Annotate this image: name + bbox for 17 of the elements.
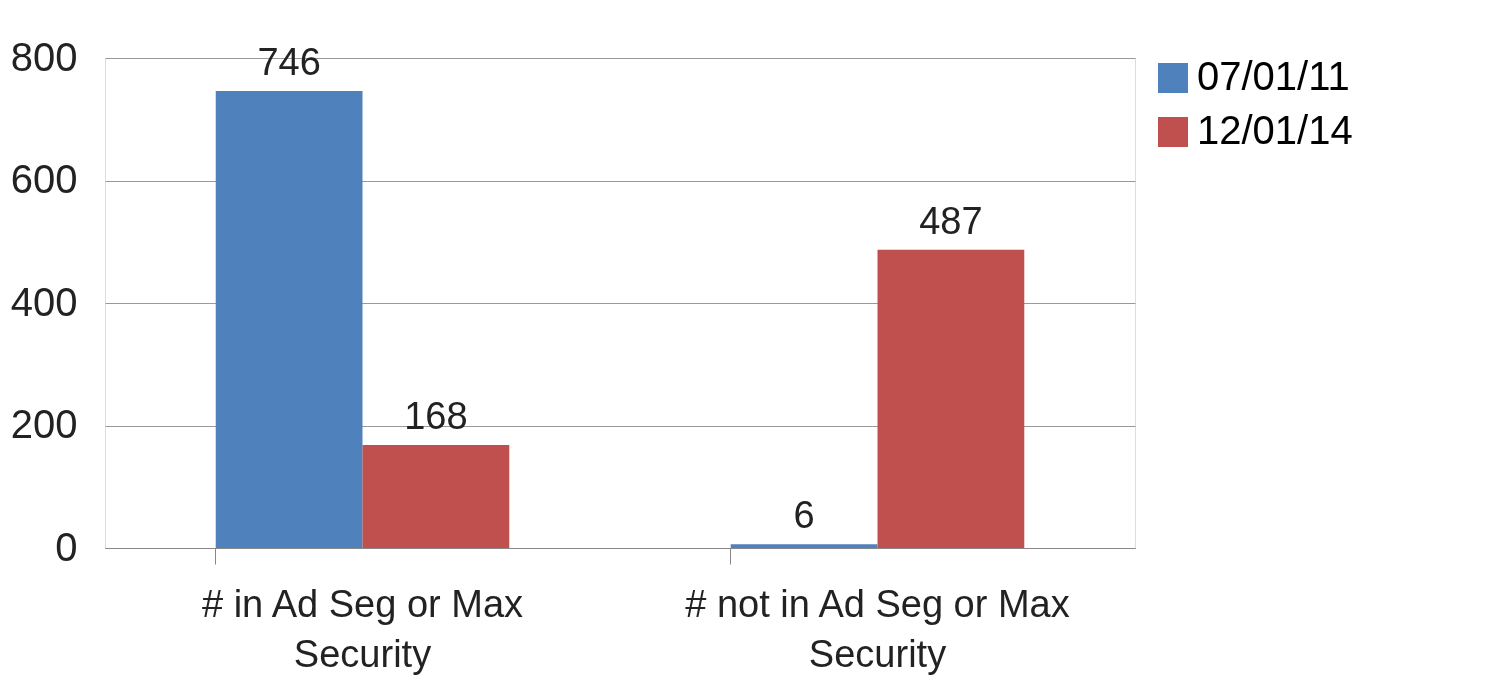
y-tick-label: 200 (10, 402, 78, 446)
legend-label: 07/01/11 (1197, 54, 1350, 98)
y-tick-label: 400 (10, 279, 78, 324)
bar (877, 249, 1025, 548)
data-label: 6 (793, 494, 815, 537)
data-label: 746 (257, 41, 321, 84)
y-tick-label: 0 (55, 524, 78, 569)
bar (362, 445, 510, 548)
legend-label: 12/01/14 (1197, 108, 1353, 152)
bar (215, 91, 363, 548)
x-tick-label: # not in Ad Seg or Max Security (685, 582, 1070, 675)
data-label: 168 (404, 395, 468, 438)
y-tick-label: 600 (10, 157, 78, 201)
x-tick-label: # in Ad Seg or Max Security (201, 582, 524, 675)
y-tick-label: 800 (10, 34, 78, 79)
bar (730, 544, 878, 548)
data-label: 487 (919, 199, 983, 242)
